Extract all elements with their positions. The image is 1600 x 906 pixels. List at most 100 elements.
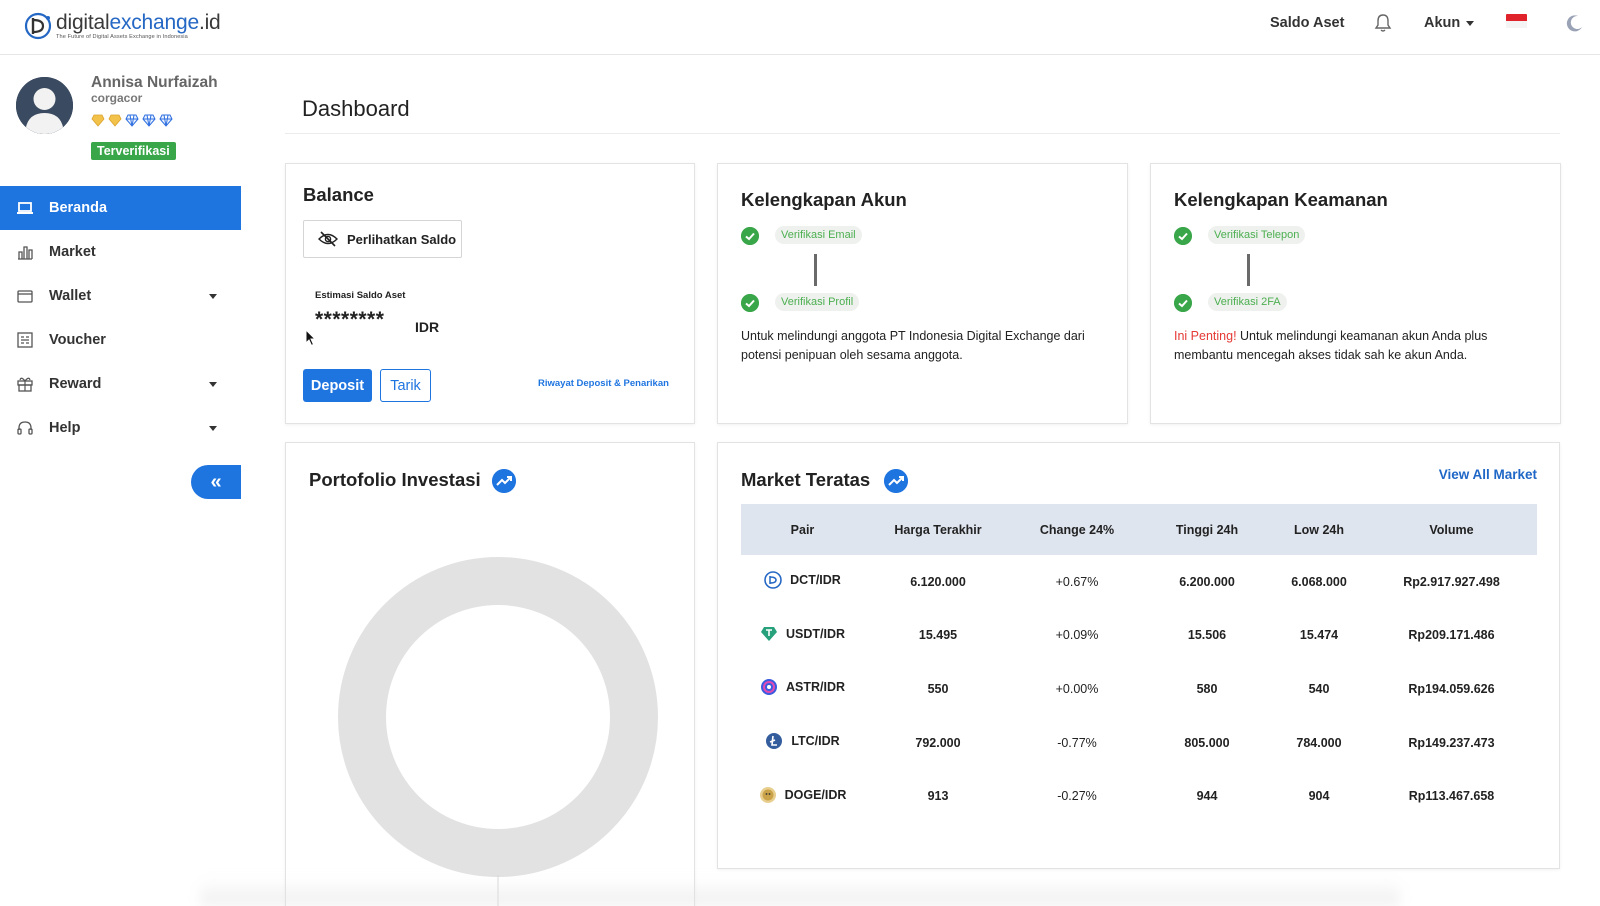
- check-circle-icon: [741, 294, 759, 312]
- astr-coin-icon: [760, 679, 777, 696]
- logo-name: digitalexchange.id: [56, 10, 221, 34]
- withdraw-button[interactable]: Tarik: [380, 369, 431, 402]
- last-price: 6.120.000: [910, 574, 966, 589]
- sidebar-item-wallet[interactable]: Wallet: [0, 274, 241, 318]
- table-row[interactable]: DCT/IDR 6.120.000 +0.67% 6.200.000 6.068…: [741, 555, 1537, 609]
- sidebar-item-label: Reward: [49, 376, 102, 392]
- view-all-market-link[interactable]: View All Market: [1438, 467, 1537, 482]
- verify-email-chip: Verifikasi Email: [775, 226, 862, 244]
- logo-mark-icon: [24, 12, 52, 40]
- sidebar-item-market[interactable]: Market: [0, 230, 241, 274]
- high-24h: 15.506: [1187, 628, 1227, 643]
- table-row[interactable]: LTC/IDR 792.000 -0.77% 805.000 784.000 R…: [741, 716, 1537, 770]
- headset-icon: [17, 421, 33, 435]
- verify-profile-chip: Verifikasi Profil: [775, 293, 860, 311]
- chevron-down-icon: [209, 382, 217, 387]
- column-header[interactable]: Change 24%: [1039, 522, 1115, 537]
- blue-diamond-icon: [142, 114, 156, 127]
- last-price: 913: [927, 789, 949, 804]
- verify-phone-chip: Verifikasi Telepon: [1208, 226, 1306, 244]
- table-header-row: Pair Harga Terakhir Change 24% Tinggi 24…: [741, 504, 1537, 555]
- laptop-icon: [17, 202, 33, 214]
- trend-up-icon[interactable]: [492, 469, 516, 493]
- sidebar-item-reward[interactable]: Reward: [0, 362, 241, 406]
- change-24h: +0.00%: [1055, 681, 1099, 696]
- gold-gem-icon: [91, 114, 105, 127]
- high-24h: 805.000: [1184, 735, 1230, 750]
- column-header[interactable]: Tinggi 24h: [1175, 522, 1239, 537]
- balance-title: Balance: [303, 184, 374, 205]
- security-completeness-card: Kelengkapan Keamanan Verifikasi Telepon …: [1150, 163, 1561, 424]
- balance-card: Balance Perlihatkan Saldo Estimasi Saldo…: [285, 163, 695, 424]
- blue-diamond-icon: [159, 114, 173, 127]
- akun-dropdown[interactable]: Akun: [1424, 15, 1475, 31]
- logo[interactable]: digitalexchange.id The Future of Digital…: [24, 10, 221, 42]
- security-description-text: Untuk melindungi keamanan akun Anda plus…: [1174, 329, 1488, 362]
- doge-coin-icon: [759, 786, 776, 803]
- verify-2fa-chip: Verifikasi 2FA: [1208, 293, 1287, 311]
- change-24h: -0.27%: [1057, 789, 1097, 804]
- bottom-shadow: [200, 878, 1400, 906]
- low-24h: 904: [1308, 789, 1330, 804]
- moon-icon[interactable]: [1566, 14, 1584, 32]
- security-completeness-description: Ini Penting! Untuk melindungi keamanan a…: [1174, 327, 1544, 365]
- table-row[interactable]: ASTR/IDR 550 +0.00% 580 540 Rp194.059.62…: [741, 662, 1537, 716]
- double-chevron-left-icon: «: [210, 470, 222, 493]
- deposit-button[interactable]: Deposit: [303, 369, 372, 402]
- dct-coin-icon: [764, 571, 782, 590]
- volume: Rp2.917.927.498: [1403, 574, 1500, 589]
- table-row[interactable]: DOGE/IDR 913 -0.27% 944 904 Rp113.467.65…: [741, 769, 1537, 823]
- bell-icon[interactable]: [1374, 13, 1392, 33]
- table-row[interactable]: USDT/IDR 15.495 +0.09% 15.506 15.474 Rp2…: [741, 609, 1537, 663]
- low-24h: 15.474: [1299, 628, 1339, 643]
- sidebar-item-label: Voucher: [49, 332, 106, 348]
- volume: Rp209.171.486: [1408, 628, 1495, 643]
- step-connector: [814, 254, 817, 286]
- masked-balance: ********: [315, 308, 385, 331]
- sidebar-item-help[interactable]: Help: [0, 406, 241, 450]
- last-price: 15.495: [918, 628, 958, 643]
- mouse-cursor-icon: [305, 329, 317, 347]
- user-handle: corgacor: [91, 91, 143, 105]
- high-24h: 580: [1196, 681, 1218, 696]
- show-balance-button[interactable]: Perlihatkan Saldo: [303, 220, 462, 258]
- indonesia-flag-icon[interactable]: [1506, 14, 1527, 28]
- blue-diamond-icon: [125, 114, 139, 127]
- voucher-icon: [17, 332, 33, 348]
- market-card: Market Teratas View All Market Pair Harg…: [717, 442, 1560, 869]
- important-label: Ini Penting!: [1174, 329, 1237, 343]
- column-header[interactable]: Pair: [790, 522, 815, 537]
- account-completeness-title: Kelengkapan Akun: [741, 189, 907, 210]
- volume: Rp113.467.658: [1408, 789, 1495, 804]
- column-header[interactable]: Harga Terakhir: [894, 522, 982, 537]
- avatar[interactable]: [16, 77, 73, 134]
- pair-label: USDT/IDR: [785, 626, 846, 641]
- column-header[interactable]: Volume: [1429, 522, 1474, 537]
- security-completeness-title: Kelengkapan Keamanan: [1174, 189, 1388, 210]
- sidebar-item-label: Wallet: [49, 288, 92, 304]
- low-24h: 784.000: [1296, 735, 1342, 750]
- estimate-label: Estimasi Saldo Aset: [315, 290, 406, 301]
- volume: Rp194.059.626: [1408, 681, 1495, 696]
- check-circle-icon: [1174, 227, 1192, 245]
- column-header[interactable]: Low 24h: [1293, 522, 1344, 537]
- sidebar-nav: Beranda Market Wallet Voucher Reward Hel…: [0, 186, 241, 450]
- market-title: Market Teratas: [741, 469, 871, 490]
- user-name: Annisa Nurfaizah: [91, 74, 218, 91]
- top-bar: digitalexchange.id The Future of Digital…: [0, 0, 1600, 55]
- user-silhouette-icon: [16, 77, 73, 134]
- bar-chart-icon: [18, 246, 33, 260]
- collapse-sidebar-button[interactable]: «: [191, 465, 241, 499]
- sidebar-item-voucher[interactable]: Voucher: [0, 318, 241, 362]
- high-24h: 6.200.000: [1179, 574, 1235, 589]
- last-price: 550: [927, 681, 949, 696]
- history-link[interactable]: Riwayat Deposit & Penarikan: [538, 378, 669, 389]
- sidebar-item-beranda[interactable]: Beranda: [0, 186, 241, 230]
- step-connector: [1247, 254, 1250, 286]
- high-24h: 944: [1196, 789, 1218, 804]
- currency-label: IDR: [415, 319, 440, 335]
- low-24h: 6.068.000: [1291, 574, 1347, 589]
- market-table: Pair Harga Terakhir Change 24% Tinggi 24…: [741, 504, 1537, 823]
- trend-up-icon[interactable]: [884, 469, 908, 493]
- saldo-aset-link[interactable]: Saldo Aset: [1270, 15, 1345, 31]
